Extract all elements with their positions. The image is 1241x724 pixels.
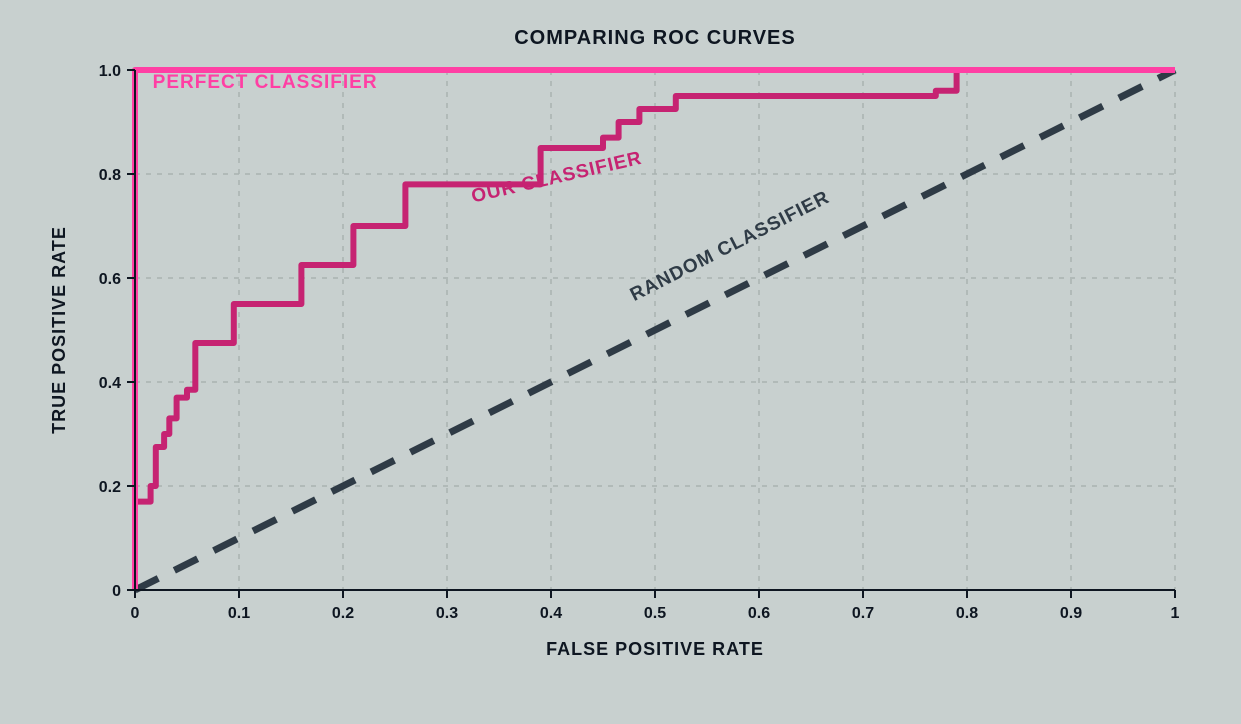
y-tick-label: 0.8 — [99, 167, 121, 184]
chart-bg — [0, 0, 1241, 724]
y-tick-label: 0.6 — [99, 271, 121, 288]
chart-canvas: COMPARING ROC CURVESRANDOM CLASSIFIEROUR… — [0, 0, 1241, 724]
x-axis-label: FALSE POSITIVE RATE — [546, 639, 764, 659]
y-tick-label: 0 — [112, 583, 121, 600]
roc-chart: COMPARING ROC CURVESRANDOM CLASSIFIEROUR… — [0, 0, 1241, 724]
y-tick-label: 1.0 — [99, 63, 121, 80]
x-tick-label: 0 — [131, 605, 140, 622]
x-tick-label: 0.4 — [540, 605, 562, 622]
y-axis-label: TRUE POSITIVE RATE — [49, 226, 69, 434]
x-tick-label: 0.5 — [644, 605, 666, 622]
x-tick-label: 0.7 — [852, 605, 874, 622]
y-tick-label: 0.2 — [99, 479, 121, 496]
y-tick-label: 0.4 — [99, 375, 121, 392]
chart-title: COMPARING ROC CURVES — [514, 27, 796, 49]
x-tick-label: 0.9 — [1060, 605, 1082, 622]
annotation-perfect: PERFECT CLASSIFIER — [153, 72, 378, 93]
x-tick-label: 0.2 — [332, 605, 354, 622]
x-tick-label: 0.8 — [956, 605, 978, 622]
x-tick-label: 0.1 — [228, 605, 250, 622]
x-tick-label: 1 — [1171, 605, 1180, 622]
x-tick-label: 0.3 — [436, 605, 458, 622]
x-tick-label: 0.6 — [748, 605, 770, 622]
